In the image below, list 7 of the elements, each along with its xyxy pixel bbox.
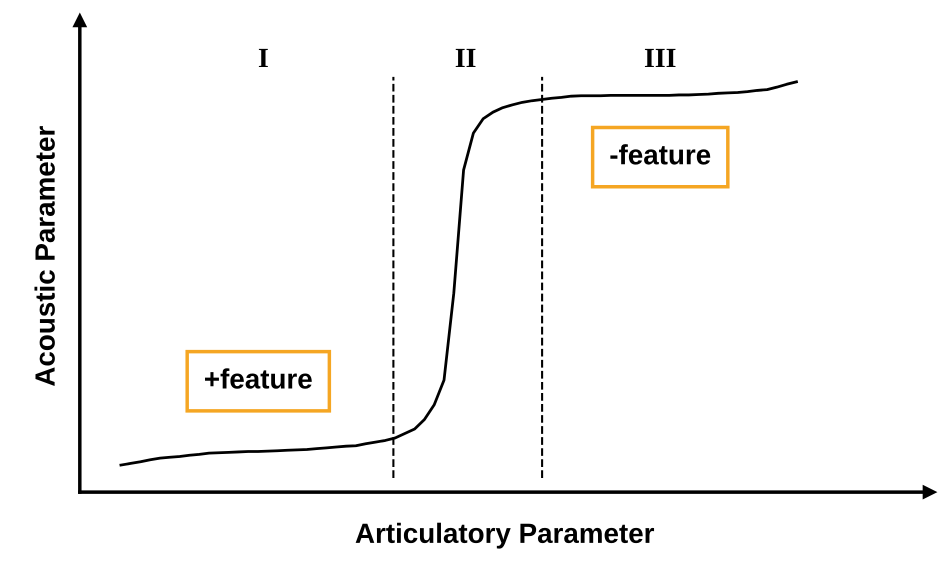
text: I [258, 48, 268, 68]
text: II [456, 48, 476, 68]
y-axis-title: Acoustic Parameter [34, 126, 55, 386]
annotation: -feature [610, 144, 710, 165]
annotation: +feature [205, 368, 312, 389]
x-axis-title: Articulatory Parameter [356, 522, 654, 549]
text: III [644, 48, 676, 68]
